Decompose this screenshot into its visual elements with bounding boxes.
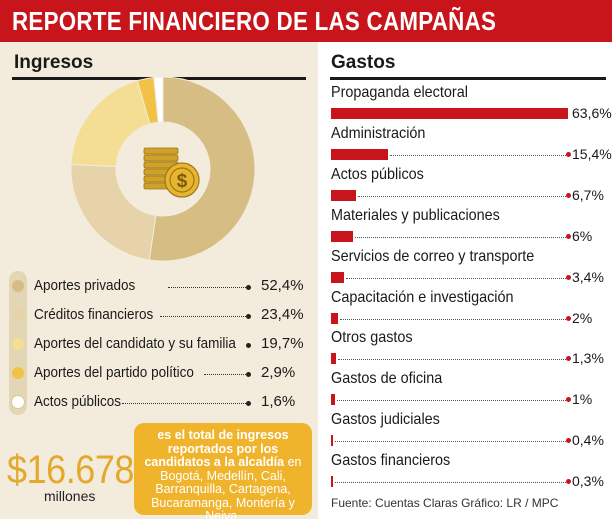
legend-label-5: Actos públicos — [34, 393, 122, 410]
legend-leader-1 — [168, 287, 246, 288]
coins-icon: $ — [143, 147, 200, 198]
donut-slice-5 — [153, 76, 164, 123]
legend-leader-5 — [122, 403, 246, 404]
legend-swatch-2 — [12, 309, 24, 321]
gastos-bar-7 — [331, 353, 336, 364]
gastos-value-4: 6% — [572, 228, 593, 244]
gastos-leader-5 — [345, 278, 566, 279]
gastos-value-2: 15,4% — [572, 146, 612, 162]
header-banner: REPORTE FINANCIERO DE LAS CAMPAÑAS — [0, 0, 612, 42]
legend-leader-2 — [160, 316, 246, 317]
donut-slice-1 — [148, 76, 256, 262]
legend-swatch-3 — [12, 338, 24, 350]
svg-text:$: $ — [177, 171, 188, 192]
gastos-value-9: 0,4% — [572, 432, 604, 448]
gastos-leader-4 — [355, 237, 566, 238]
gastos-leader-8 — [336, 400, 566, 401]
gastos-value-3: 6,7% — [572, 187, 604, 203]
gastos-leader-6 — [340, 319, 566, 320]
ingresos-total: $16.678 — [7, 448, 134, 492]
gastos-value-10: 0,3% — [572, 473, 604, 489]
gastos-label-8: Gastos de oficina — [331, 370, 443, 387]
gastos-bar-3 — [331, 190, 356, 201]
ingresos-note-bold: es el total de ingresos reportados por l… — [144, 428, 289, 469]
gastos-leader-7 — [337, 359, 566, 360]
gastos-bar-5 — [331, 272, 344, 283]
legend-value-3: 19,7% — [261, 335, 304, 352]
gastos-rule — [330, 77, 606, 80]
gastos-label-4: Materiales y publicaciones — [331, 207, 500, 224]
legend-leader-4 — [204, 374, 246, 375]
gastos-leader-dot-2 — [566, 152, 571, 157]
gastos-value-7: 1,3% — [572, 350, 604, 366]
ingresos-title: Ingresos — [14, 52, 94, 73]
donut-slice-2 — [70, 163, 157, 261]
legend-label-2: Créditos financieros — [34, 306, 154, 323]
gastos-label-6: Capacitación e investigación — [331, 289, 514, 306]
legend-value-1: 52,4% — [261, 277, 304, 294]
gastos-bar-4 — [331, 231, 354, 242]
gastos-leader-dot-7 — [566, 356, 571, 361]
gastos-leader-10 — [335, 482, 566, 483]
gastos-bar-9 — [331, 435, 333, 446]
gastos-panel — [318, 42, 612, 519]
gastos-leader-dot-6 — [566, 316, 571, 321]
gastos-label-3: Actos públicos — [331, 166, 424, 183]
gastos-leader-dot-8 — [566, 397, 571, 402]
gastos-label-5: Servicios de correo y transporte — [331, 248, 535, 265]
gastos-leader-dot-10 — [566, 479, 571, 484]
gastos-label-9: Gastos judiciales — [331, 411, 440, 428]
source-credit: Fuente: Cuentas Claras Gráfico: LR / MPC — [331, 496, 559, 510]
gastos-label-7: Otros gastos — [331, 329, 413, 346]
legend-value-4: 2,9% — [261, 364, 296, 381]
gastos-leader-dot-4 — [566, 234, 571, 239]
legend-leader-dot-4 — [246, 372, 251, 377]
gastos-value-5: 3,4% — [572, 269, 604, 285]
donut-slice-3 — [70, 80, 151, 168]
legend-swatch-5 — [12, 396, 24, 408]
gastos-leader-dot-3 — [566, 193, 571, 198]
gastos-value-6: 2% — [572, 310, 593, 326]
legend-value-2: 23,4% — [261, 306, 304, 323]
ingresos-note-rest: en Bogotá, Medellín, Cali, Barranquilla,… — [151, 455, 302, 519]
page-title: REPORTE FINANCIERO DE LAS CAMPAÑAS — [12, 6, 497, 36]
gastos-leader-dot-5 — [566, 275, 571, 280]
gastos-bar-1 — [331, 108, 568, 119]
gastos-leader-2 — [390, 155, 566, 156]
gastos-leader-dot-9 — [566, 438, 571, 443]
gastos-label-10: Gastos financieros — [331, 452, 451, 469]
gastos-bar-10 — [331, 476, 333, 487]
legend-label-1: Aportes privados — [34, 277, 136, 294]
ingresos-donut-chart: $ — [70, 76, 256, 262]
gastos-leader-3 — [357, 196, 566, 197]
gastos-value-1: 63,6% — [572, 105, 612, 121]
legend-leader-dot-5 — [246, 401, 251, 406]
legend-leader-dot-3 — [246, 343, 251, 348]
gastos-leader-9 — [335, 441, 566, 442]
legend-label-3: Aportes del candidato y su familia — [34, 335, 236, 352]
gastos-bar-6 — [331, 313, 339, 324]
ingresos-note-box: es el total de ingresos reportados por l… — [134, 423, 312, 519]
ingresos-total-unit: millones — [44, 488, 96, 504]
gastos-value-8: 1% — [572, 391, 593, 407]
gastos-bar-2 — [331, 149, 389, 160]
legend-value-5: 1,6% — [261, 393, 296, 410]
legend-label-4: Aportes del partido político — [34, 364, 194, 381]
gastos-title: Gastos — [331, 52, 396, 73]
gastos-bar-8 — [331, 394, 335, 405]
gastos-label-1: Propaganda electoral — [331, 84, 468, 101]
legend-swatch-4 — [12, 367, 24, 379]
legend-leader-dot-2 — [246, 314, 251, 319]
legend-swatch-1 — [12, 280, 24, 292]
legend-leader-dot-1 — [246, 285, 251, 290]
gastos-label-2: Administración — [331, 125, 426, 142]
